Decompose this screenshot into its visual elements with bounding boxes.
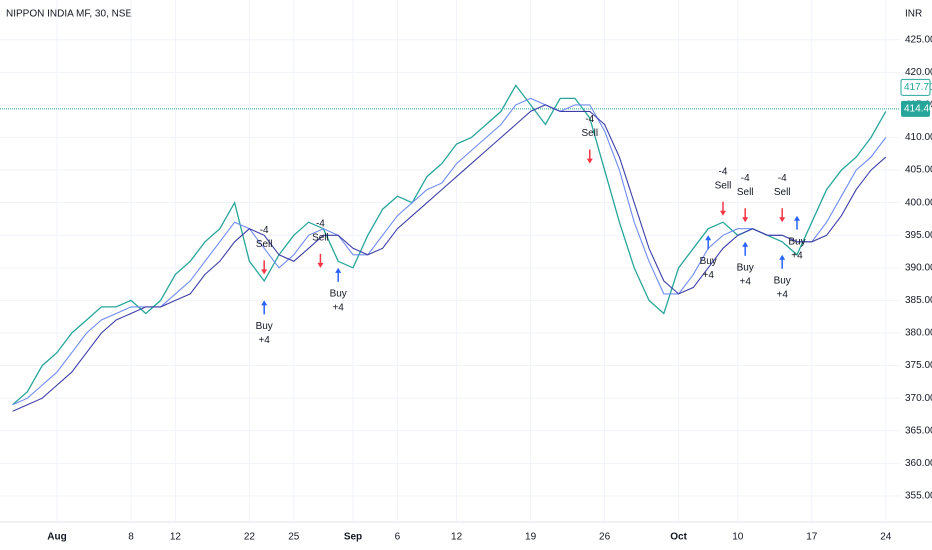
signal-label: Buy	[256, 321, 273, 332]
x-tick-label: Oct	[670, 532, 687, 543]
x-tick-label: 17	[806, 532, 818, 543]
y-tick-label: 390.00	[905, 262, 932, 273]
signal-arrow-head	[742, 241, 749, 247]
x-tick-label: 6	[395, 532, 401, 543]
signal-qty: +4	[739, 276, 751, 287]
signal-arrow-head	[719, 210, 726, 216]
signal-arrow-head	[779, 254, 786, 260]
last-price-label: 417.70	[904, 82, 932, 93]
x-tick-label: 10	[732, 532, 744, 543]
signal-label: Sell	[256, 239, 273, 250]
y-tick-label: 360.00	[905, 458, 932, 469]
price-line-label: 414.40	[904, 103, 932, 114]
y-tick-label: 370.00	[905, 393, 932, 404]
signal-arrow-head	[335, 267, 342, 273]
signal-label: Sell	[715, 180, 732, 191]
signal-arrow-head	[779, 217, 786, 223]
signal-qty: -4	[778, 173, 787, 184]
currency: INR	[905, 9, 922, 20]
signal-qty: +4	[258, 335, 270, 346]
signal-qty: +4	[702, 270, 714, 281]
y-tick-label: 380.00	[905, 328, 932, 339]
signal-qty: +4	[776, 289, 788, 300]
y-tick-label: 425.00	[905, 34, 932, 45]
signal-qty: -4	[719, 166, 728, 177]
price-line-box	[901, 100, 930, 117]
y-tick-label: 365.00	[905, 425, 932, 436]
y-tick-label: 375.00	[905, 360, 932, 371]
signal-label: Buy	[788, 236, 805, 247]
y-tick-label: 405.00	[905, 165, 932, 176]
signal-qty: -4	[585, 114, 594, 125]
signal-arrow-head	[793, 215, 800, 221]
signal-qty: -4	[741, 173, 750, 184]
signal-arrow-head	[586, 158, 593, 164]
x-tick-label: 8	[128, 532, 134, 543]
y-tick-label: 400.00	[905, 197, 932, 208]
x-tick-label: Aug	[47, 532, 66, 543]
signal-arrow-head	[742, 217, 749, 223]
x-tick-label: Sep	[344, 532, 362, 543]
signal-arrow-head	[261, 269, 268, 275]
x-tick-label: 12	[170, 532, 182, 543]
signal-qty: +4	[791, 250, 803, 261]
signal-arrow-head	[261, 300, 268, 306]
x-tick-label: 24	[880, 532, 892, 543]
y-tick-label: 420.00	[905, 67, 932, 78]
x-tick-label: 19	[525, 532, 537, 543]
chart-title: NIPPON INDIA MF, 30, NSE	[6, 9, 132, 20]
signal-label: Buy	[330, 288, 347, 299]
signal-qty: -4	[316, 218, 325, 229]
signal-label: Buy	[774, 275, 791, 286]
signal-qty: -4	[260, 225, 269, 236]
signal-label: Sell	[312, 232, 329, 243]
signal-label: Sell	[774, 187, 791, 198]
y-tick-label: 395.00	[905, 230, 932, 241]
signal-label: Buy	[737, 262, 754, 273]
signal-label: Buy	[700, 256, 717, 267]
x-tick-label: 12	[451, 532, 463, 543]
y-tick-label: 385.00	[905, 295, 932, 306]
signal-label: Sell	[737, 187, 754, 198]
x-tick-label: 25	[288, 532, 300, 543]
last-price-box	[900, 78, 931, 96]
x-tick-label: 26	[599, 532, 611, 543]
signal-arrow-head	[317, 262, 324, 268]
y-tick-label: 410.00	[905, 132, 932, 143]
series-line	[12, 104, 887, 412]
signal-qty: +4	[332, 302, 344, 313]
signal-arrow-head	[705, 235, 712, 241]
x-tick-label: 22	[244, 532, 256, 543]
signal-label: Sell	[581, 128, 598, 139]
y-tick-label: 355.00	[905, 491, 932, 502]
